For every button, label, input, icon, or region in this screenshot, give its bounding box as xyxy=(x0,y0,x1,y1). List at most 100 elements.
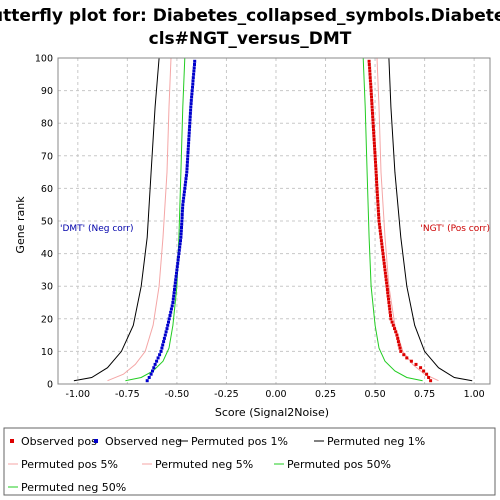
legend: Observed pos Observed neg Permuted pos 1% P… xyxy=(8,435,425,494)
legend-label: Permuted pos 50% xyxy=(287,458,391,471)
x-tick-label: 0.25 xyxy=(315,389,336,400)
series-points-observed-neg xyxy=(145,59,197,383)
data-point xyxy=(369,89,373,93)
data-point xyxy=(376,196,380,200)
data-point xyxy=(405,356,409,360)
data-point xyxy=(383,268,387,272)
data-point xyxy=(369,92,373,96)
legend-item: Permuted pos 50% xyxy=(274,458,391,471)
data-point xyxy=(394,330,398,334)
data-point xyxy=(166,323,170,327)
data-point xyxy=(384,278,388,282)
data-point xyxy=(175,268,179,272)
data-point xyxy=(186,147,190,151)
x-tick-label: 0.00 xyxy=(265,389,286,400)
data-point xyxy=(173,288,176,291)
data-point xyxy=(370,102,374,106)
data-point xyxy=(169,310,173,314)
y-tick-label: 90 xyxy=(41,86,53,97)
legend-label: Permuted neg 5% xyxy=(155,458,253,471)
series-line-permuted-pos-50- xyxy=(362,57,423,382)
data-point xyxy=(370,98,374,102)
data-point xyxy=(177,248,181,252)
data-point xyxy=(397,343,401,347)
data-point xyxy=(161,343,165,347)
data-point xyxy=(383,265,387,269)
data-point xyxy=(382,261,386,265)
data-point xyxy=(180,222,184,226)
data-point xyxy=(152,366,156,370)
data-point xyxy=(382,258,386,262)
x-tick-label: 1.00 xyxy=(464,389,485,400)
data-point xyxy=(381,255,385,259)
x-tick-label: -1.00 xyxy=(66,389,91,400)
data-point xyxy=(149,372,153,376)
data-point xyxy=(368,72,372,76)
data-point xyxy=(396,336,400,340)
data-point xyxy=(384,274,388,278)
data-point xyxy=(396,340,400,344)
data-point xyxy=(191,82,195,86)
legend-label: Permuted pos 1% xyxy=(191,435,288,448)
data-point xyxy=(375,183,379,187)
data-point xyxy=(371,125,375,128)
legend-label: Observed pos xyxy=(21,435,97,448)
data-point xyxy=(371,121,375,125)
data-point xyxy=(409,359,413,363)
data-point xyxy=(163,333,167,337)
y-tick-label: 10 xyxy=(41,347,53,358)
data-point xyxy=(160,346,164,350)
data-point xyxy=(372,128,375,132)
data-point xyxy=(175,271,178,275)
data-point xyxy=(171,301,175,304)
data-point xyxy=(186,151,190,154)
data-point xyxy=(189,98,193,102)
data-point xyxy=(179,229,183,233)
data-point xyxy=(376,203,380,207)
data-point xyxy=(376,209,380,213)
data-point xyxy=(188,125,192,128)
data-point xyxy=(159,349,163,353)
data-point xyxy=(385,281,389,285)
data-point xyxy=(187,134,191,138)
data-point xyxy=(385,288,389,291)
data-point xyxy=(378,229,382,233)
data-point xyxy=(378,226,382,229)
data-point xyxy=(176,258,180,262)
data-point xyxy=(164,330,168,334)
legend-label: Observed neg xyxy=(105,435,182,448)
legend-item: Observed pos xyxy=(10,435,97,448)
data-point xyxy=(176,261,180,265)
data-point xyxy=(427,376,431,379)
x-tick-label: 0.50 xyxy=(364,389,385,400)
y-tick-label: 50 xyxy=(41,217,53,228)
data-point xyxy=(369,85,373,89)
data-point xyxy=(372,131,376,135)
y-tick-label: 80 xyxy=(41,119,53,130)
pos-corr-annotation: 'NGT' (Pos corr) xyxy=(420,224,490,234)
data-point xyxy=(379,239,383,243)
data-point xyxy=(179,239,182,243)
series-points-observed-pos xyxy=(367,59,433,383)
data-point xyxy=(375,177,378,181)
x-tick-label: -0.25 xyxy=(214,389,239,400)
data-point xyxy=(372,138,376,141)
data-point xyxy=(190,95,194,99)
data-point xyxy=(186,154,190,158)
data-point xyxy=(183,186,187,190)
legend-point-swatch xyxy=(10,439,14,443)
data-point xyxy=(379,232,383,236)
data-point xyxy=(184,173,188,177)
data-point xyxy=(165,327,169,331)
data-point xyxy=(186,157,190,161)
x-tick-label: -0.50 xyxy=(165,389,190,400)
data-point xyxy=(402,353,406,357)
data-point xyxy=(192,69,196,73)
data-point xyxy=(177,255,180,259)
data-point xyxy=(371,115,375,119)
data-point xyxy=(375,180,379,184)
data-point xyxy=(376,199,380,203)
data-point xyxy=(381,252,385,256)
data-point xyxy=(386,291,390,295)
legend-label: Permuted pos 5% xyxy=(21,458,118,471)
